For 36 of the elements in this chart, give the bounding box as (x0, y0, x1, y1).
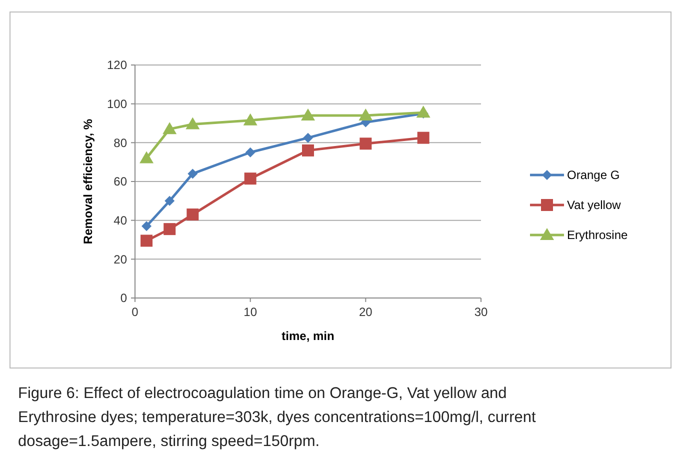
point (140, 151, 154, 164)
x-tick-label: 0 (132, 305, 139, 319)
x-tick-label: 10 (244, 305, 258, 319)
point (302, 144, 314, 156)
legend-label: Orange G (567, 168, 620, 182)
y-axis-title: Removal efficiency, % (81, 118, 95, 244)
y-tick-label: 40 (114, 214, 128, 228)
y-tick-label: 120 (106, 58, 128, 72)
point (360, 138, 372, 150)
y-tick-label: 60 (114, 174, 128, 189)
point (140, 234, 153, 247)
caption: Figure 6: Effect of electrocoagulation time on Orange-G, Vat yellow and Erythrosine dyes; temperature=303k, dyes concentrations=100mg/l, current dosage=1.5ampere, stirring speed=150rpm. (18, 385, 536, 450)
point (358, 108, 373, 120)
point (164, 223, 176, 236)
point (301, 108, 315, 120)
point (417, 132, 430, 144)
x-axis-title: time, min (282, 329, 334, 343)
y-tick-label: 0 (120, 291, 128, 306)
point (188, 168, 198, 179)
point (186, 208, 199, 221)
point (142, 221, 152, 232)
legend-label: Erythrosine (567, 228, 628, 242)
y-tick-label: 20 (114, 252, 128, 266)
x-tick-label: 30 (474, 305, 488, 319)
y-tick-label: 80 (114, 136, 128, 150)
point (416, 106, 430, 118)
point (162, 122, 177, 134)
point (164, 196, 175, 206)
legend-label: Vat yellow (567, 198, 622, 212)
point (186, 117, 200, 130)
point (245, 147, 256, 158)
x-tick-label: 20 (358, 305, 373, 319)
y-tick-label: 100 (106, 97, 128, 112)
point (303, 132, 313, 143)
point (244, 172, 256, 185)
point (243, 113, 258, 126)
